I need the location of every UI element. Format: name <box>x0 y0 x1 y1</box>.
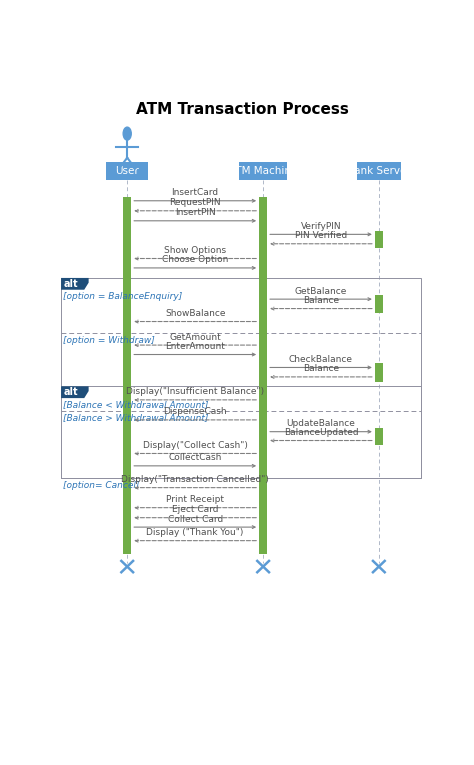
Bar <box>123 197 131 554</box>
Text: alt: alt <box>64 387 79 397</box>
Bar <box>375 428 383 445</box>
Text: [option = Withdraw]: [option = Withdraw] <box>63 336 155 345</box>
Text: ShowBalance: ShowBalance <box>165 309 226 318</box>
Text: Choose Option: Choose Option <box>162 256 228 265</box>
Text: User: User <box>115 166 139 176</box>
Text: Balance: Balance <box>303 296 339 305</box>
Text: InsertCard: InsertCard <box>172 188 219 197</box>
Text: EnterAmount: EnterAmount <box>165 342 225 351</box>
Text: Eject Card: Eject Card <box>172 505 219 514</box>
Bar <box>357 162 401 181</box>
Bar <box>259 197 267 554</box>
Text: BalanceUpdated: BalanceUpdated <box>283 428 358 437</box>
Text: InsertPIN: InsertPIN <box>175 208 216 217</box>
Text: alt: alt <box>64 278 79 289</box>
Text: [Balance > Withdrawal Amount]: [Balance > Withdrawal Amount] <box>63 413 208 422</box>
Text: PIN Verified: PIN Verified <box>295 231 347 240</box>
Bar <box>375 363 383 382</box>
Text: Print Receipt: Print Receipt <box>166 495 224 504</box>
Text: Balance: Balance <box>303 364 339 373</box>
Text: ATM Transaction Process: ATM Transaction Process <box>137 103 349 117</box>
Text: VerifyPIN: VerifyPIN <box>301 222 341 231</box>
Text: GetBalance: GetBalance <box>295 287 347 295</box>
Bar <box>375 231 383 248</box>
Text: RequestPIN: RequestPIN <box>169 198 221 207</box>
Text: [Balance < Withdrawal Amount]: [Balance < Withdrawal Amount] <box>63 400 208 409</box>
Bar <box>61 278 421 477</box>
Text: [option= Cancel]: [option= Cancel] <box>63 481 139 490</box>
Text: Display("Collect Cash"): Display("Collect Cash") <box>143 441 247 450</box>
Text: Collect Card: Collect Card <box>167 515 223 523</box>
Text: Show Options: Show Options <box>164 246 226 255</box>
Polygon shape <box>61 386 89 398</box>
Circle shape <box>123 127 131 140</box>
Text: Bank Server: Bank Server <box>347 166 410 176</box>
Bar <box>61 386 421 477</box>
Text: Display("Insufficient Balance"): Display("Insufficient Balance") <box>126 387 264 396</box>
Text: UpdateBalance: UpdateBalance <box>287 419 356 428</box>
Text: ATM Machine: ATM Machine <box>229 166 297 176</box>
Bar <box>239 162 287 181</box>
Text: CollectCash: CollectCash <box>168 454 222 462</box>
Text: GetAmount: GetAmount <box>169 333 221 341</box>
Text: Display ("Thank You"): Display ("Thank You") <box>146 528 244 537</box>
Text: CheckBalance: CheckBalance <box>289 355 353 364</box>
Bar <box>106 162 148 181</box>
Bar <box>375 295 383 313</box>
Text: [option = BalanceEnquiry]: [option = BalanceEnquiry] <box>63 292 182 301</box>
Text: Display("Transaction Cancelled"): Display("Transaction Cancelled") <box>121 475 269 484</box>
Polygon shape <box>61 278 89 290</box>
Text: DispenseCash: DispenseCash <box>164 408 227 416</box>
